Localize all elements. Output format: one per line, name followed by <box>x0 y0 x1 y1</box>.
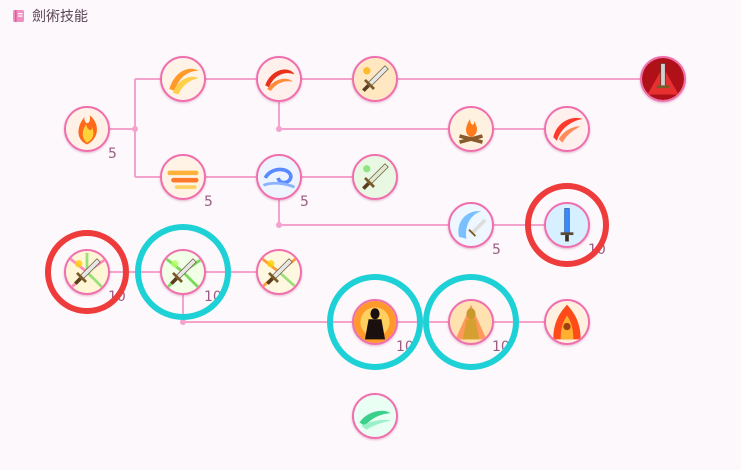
skill-node-fire-warrior[interactable] <box>544 299 590 345</box>
skill-node-crimson-blade[interactable] <box>640 56 686 102</box>
skill-node-green-wave[interactable] <box>352 393 398 439</box>
skill-node-wind-spiral[interactable] <box>256 154 302 200</box>
skill-node-green-radiant-sword[interactable] <box>160 249 206 295</box>
fire-dash-icon <box>162 156 204 198</box>
page-title: 劍術技能 <box>32 9 88 25</box>
wind-spiral-icon <box>258 156 300 198</box>
green-wave-icon <box>354 395 396 437</box>
fire-warrior-icon <box>546 301 588 343</box>
skill-node-orange-swirl[interactable] <box>160 56 206 102</box>
skill-level: 10 <box>396 339 414 355</box>
skill-node-ice-sword[interactable] <box>544 202 590 248</box>
ice-sword-icon <box>546 204 588 246</box>
skill-node-crescent-strike[interactable] <box>448 202 494 248</box>
skill-level: 10 <box>108 289 126 305</box>
skill-node-radiant-sword[interactable] <box>64 249 110 295</box>
skill-node-golden-warrior[interactable] <box>448 299 494 345</box>
fire-sword-icon <box>354 58 396 100</box>
skill-level: 5 <box>300 194 309 210</box>
red-crescent-icon <box>258 58 300 100</box>
skill-node-campfire[interactable] <box>448 106 494 152</box>
skill-level: 5 <box>204 194 213 210</box>
red-slash-icon <box>546 108 588 150</box>
campfire-icon <box>450 108 492 150</box>
dark-warrior-icon <box>354 301 396 343</box>
green-radiant-sword-icon <box>162 251 204 293</box>
skill-node-green-blade[interactable] <box>352 154 398 200</box>
sword-burst-icon <box>258 251 300 293</box>
skill-node-flame-burst[interactable] <box>64 106 110 152</box>
skill-level: 10 <box>492 339 510 355</box>
orange-swirl-icon <box>162 58 204 100</box>
skill-node-dark-warrior[interactable] <box>352 299 398 345</box>
skill-node-fire-dash[interactable] <box>160 154 206 200</box>
flame-burst-icon <box>66 108 108 150</box>
connector-joint <box>276 126 282 132</box>
skill-level: 5 <box>492 242 501 258</box>
connector-joint <box>276 222 282 228</box>
radiant-sword-icon <box>66 251 108 293</box>
book-icon <box>13 10 24 22</box>
crescent-strike-icon <box>450 204 492 246</box>
skill-node-sword-burst[interactable] <box>256 249 302 295</box>
crimson-blade-icon <box>642 58 684 100</box>
skill-level: 10 <box>588 242 606 258</box>
skill-node-red-crescent[interactable] <box>256 56 302 102</box>
green-blade-icon <box>354 156 396 198</box>
skill-node-fire-sword[interactable] <box>352 56 398 102</box>
connector-joint <box>180 319 186 325</box>
connector-joint <box>132 126 138 132</box>
page-header: 劍術技能 <box>12 6 88 26</box>
golden-warrior-icon <box>450 301 492 343</box>
skill-node-red-slash[interactable] <box>544 106 590 152</box>
skill-level: 10 <box>204 289 222 305</box>
skill-level: 5 <box>108 146 117 162</box>
